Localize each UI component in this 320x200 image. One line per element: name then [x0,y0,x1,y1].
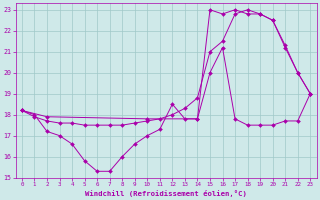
X-axis label: Windchill (Refroidissement éolien,°C): Windchill (Refroidissement éolien,°C) [85,190,247,197]
